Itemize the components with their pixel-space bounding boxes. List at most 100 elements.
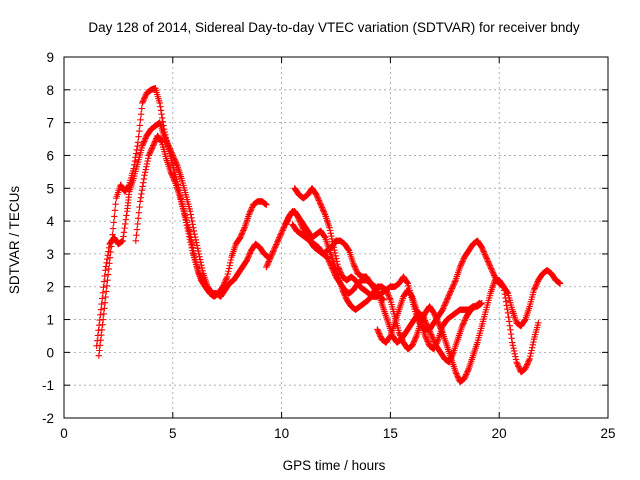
- data-point: [458, 261, 465, 268]
- data-point: [193, 239, 200, 246]
- data-point: [489, 268, 496, 275]
- data-point: [141, 136, 149, 144]
- data-point: [434, 337, 441, 344]
- data-point: [524, 359, 531, 367]
- data-point: [460, 320, 467, 327]
- y-tick-label: 3: [46, 247, 54, 262]
- data-point: [156, 99, 163, 107]
- data-point: [350, 260, 357, 267]
- data-point: [139, 142, 146, 149]
- data-point: [422, 332, 429, 340]
- data-point: [510, 344, 517, 352]
- data-point: [432, 314, 439, 321]
- data-point: [484, 258, 492, 265]
- data-point: [188, 217, 196, 225]
- data-point: [451, 279, 458, 287]
- data-point: [132, 150, 140, 157]
- data-point: [384, 291, 392, 298]
- data-point: [326, 224, 333, 231]
- data-point: [272, 242, 279, 250]
- data-point: [284, 216, 292, 224]
- data-point: [273, 239, 281, 247]
- data-point: [133, 226, 141, 233]
- data-point: [318, 202, 325, 210]
- data-point: [191, 233, 199, 241]
- data-point: [522, 364, 530, 371]
- data-point: [512, 356, 520, 363]
- data-point: [190, 227, 198, 235]
- data-point: [145, 152, 153, 159]
- data-point: [504, 309, 512, 317]
- data-point: [376, 330, 383, 337]
- data-point: [222, 277, 229, 285]
- data-point: [244, 255, 251, 263]
- data-point: [395, 329, 403, 336]
- x-tick-label: 20: [492, 426, 507, 441]
- data-point: [182, 219, 190, 226]
- data-point: [247, 208, 254, 215]
- data-point: [245, 253, 252, 260]
- data-point: [147, 148, 154, 155]
- data-point: [488, 266, 495, 274]
- data-point: [321, 209, 328, 217]
- data-point: [103, 288, 110, 295]
- data-point: [464, 366, 472, 374]
- data-point: [525, 358, 532, 365]
- x-tick-label: 15: [383, 426, 398, 441]
- data-point: [161, 133, 168, 141]
- data-point: [104, 252, 112, 259]
- data-point: [243, 257, 250, 264]
- data-point: [97, 311, 104, 319]
- data-point: [271, 245, 278, 252]
- data-point: [225, 268, 232, 275]
- data-point: [276, 232, 284, 240]
- data-point: [396, 330, 403, 338]
- data-point: [313, 193, 321, 200]
- data-point: [120, 229, 128, 236]
- data-point: [194, 245, 201, 252]
- data-point: [195, 250, 203, 258]
- data-point: [482, 252, 489, 259]
- data-point: [533, 281, 540, 288]
- data-point: [137, 194, 144, 201]
- data-point: [140, 175, 148, 183]
- data-point: [435, 319, 442, 327]
- data-point: [97, 306, 105, 313]
- data-point: [374, 327, 382, 334]
- data-point: [461, 317, 468, 324]
- data-point: [523, 361, 531, 368]
- data-point: [94, 332, 102, 339]
- data-point: [339, 288, 347, 295]
- data-point: [101, 299, 109, 306]
- data-point: [441, 300, 449, 308]
- data-point: [94, 337, 101, 344]
- data-point: [188, 214, 195, 222]
- data-point: [187, 208, 194, 215]
- data-point: [514, 360, 521, 367]
- data-point: [101, 305, 108, 312]
- data-point: [397, 333, 405, 341]
- data-point: [440, 303, 448, 311]
- data-point: [511, 350, 518, 357]
- data-point: [478, 299, 485, 307]
- data-point: [276, 234, 283, 241]
- data-point: [375, 329, 382, 336]
- y-tick-label: 1: [46, 313, 54, 328]
- data-point: [168, 149, 175, 156]
- data-point: [150, 142, 157, 149]
- data-point: [145, 155, 152, 162]
- data-point: [191, 231, 198, 238]
- data-point: [500, 283, 507, 290]
- data-point: [95, 327, 102, 334]
- data-point: [382, 286, 390, 294]
- data-point: [351, 263, 358, 270]
- data-point: [487, 265, 495, 272]
- data-point: [528, 347, 535, 354]
- data-point: [135, 133, 142, 140]
- data-point: [263, 201, 270, 208]
- data-point: [326, 227, 334, 234]
- data-point: [157, 107, 165, 114]
- data-point: [341, 292, 349, 299]
- data-point: [246, 251, 253, 259]
